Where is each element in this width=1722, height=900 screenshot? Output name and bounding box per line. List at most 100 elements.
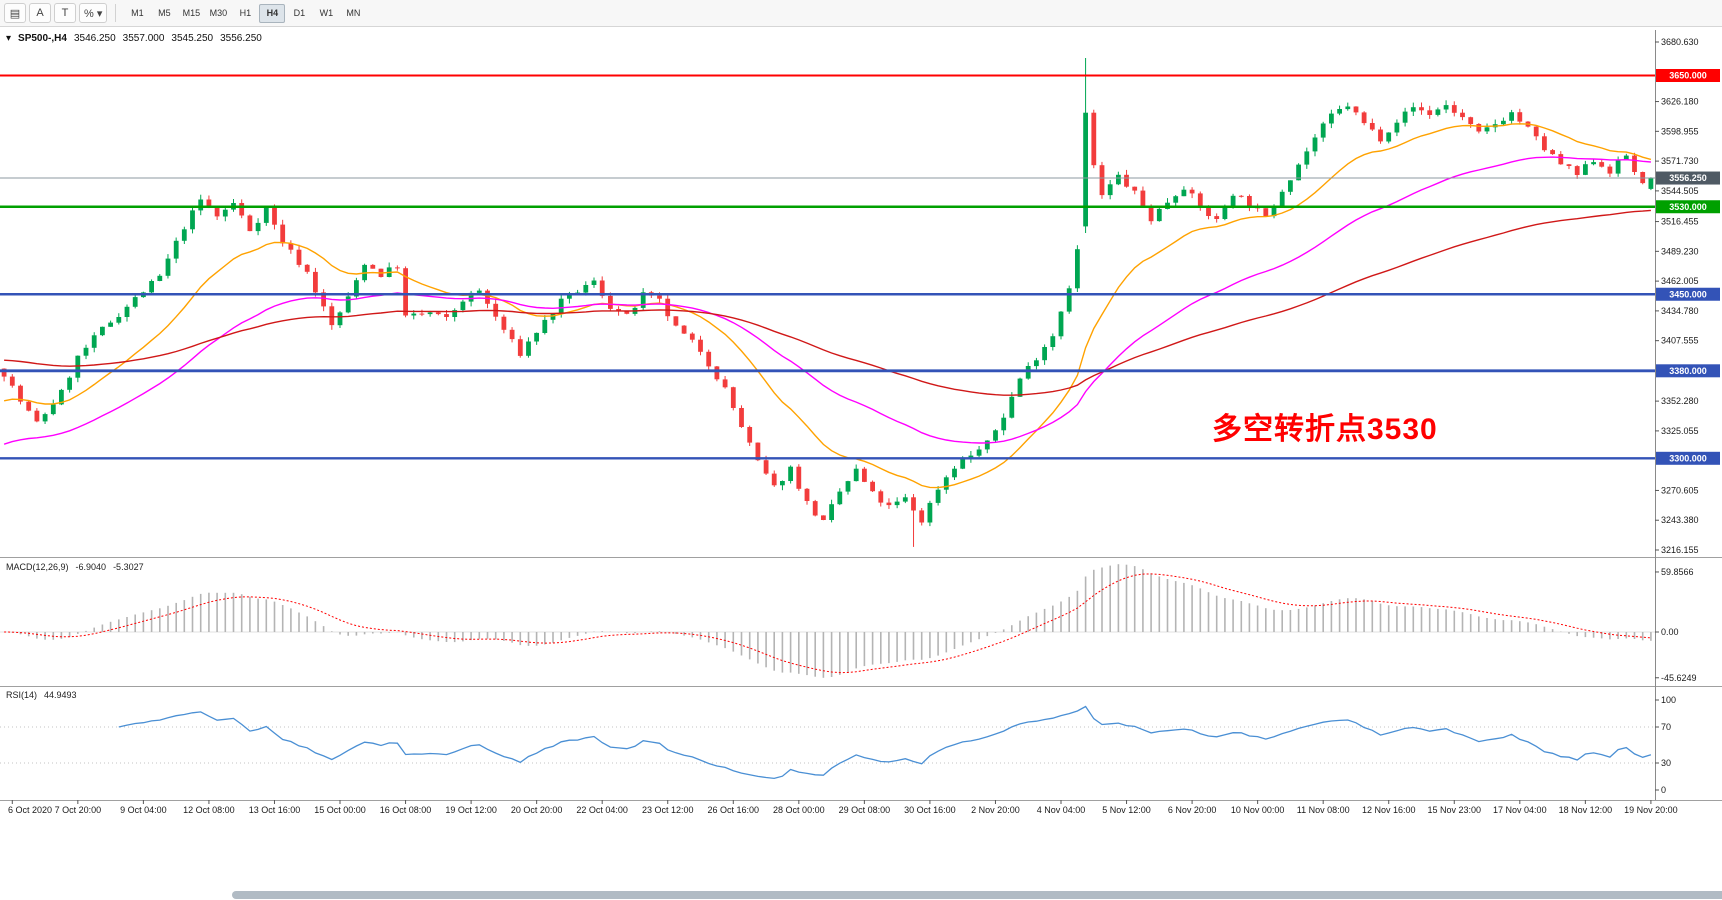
price-tick-label: 3462.005 bbox=[1661, 276, 1699, 286]
toolbar: ▤ A T% ▾ M1 M5 M15 M30 H1 H4 D1 W1 MN bbox=[0, 0, 1722, 27]
time-axis-label: 16 Oct 08:00 bbox=[380, 805, 432, 815]
macd-axis-label: -45.6249 bbox=[1661, 673, 1697, 683]
timeframe-button-h1[interactable]: H1 bbox=[239, 8, 252, 18]
percent-dropdown-button[interactable]: % ▾ bbox=[79, 3, 108, 23]
macd-name: MACD(12,26,9) bbox=[6, 562, 69, 572]
price-tick-label: 3325.055 bbox=[1661, 426, 1699, 436]
svg-text:3300.000: 3300.000 bbox=[1669, 453, 1707, 463]
time-axis-label: 7 Oct 20:00 bbox=[55, 805, 102, 815]
timeframe-button-m1[interactable]: M1 bbox=[131, 8, 144, 18]
price-tag-3380.000 bbox=[1656, 364, 1720, 378]
ma-slow-red bbox=[4, 209, 1651, 396]
price-tick-label: 3598.955 bbox=[1661, 126, 1699, 136]
price-tag-3650.000 bbox=[1656, 69, 1720, 83]
timeframe-group: M1 M5 M15 M30 H1 H4 D1 W1 MN bbox=[124, 3, 366, 23]
time-axis-label: 17 Nov 04:00 bbox=[1493, 805, 1547, 815]
time-axis-label: 10 Nov 00:00 bbox=[1231, 805, 1285, 815]
svg-text:3556.250: 3556.250 bbox=[1669, 173, 1707, 183]
price-tag-3300.000 bbox=[1656, 451, 1720, 465]
chart-list-icon[interactable]: ▤ bbox=[4, 3, 26, 23]
time-axis-label: 2 Nov 20:00 bbox=[971, 805, 1020, 815]
time-axis-label: 6 Oct 2020 bbox=[8, 805, 52, 815]
time-axis-label: 20 Oct 20:00 bbox=[511, 805, 563, 815]
rsi-layer bbox=[0, 705, 1655, 780]
time-axis-label: 19 Oct 12:00 bbox=[445, 805, 497, 815]
time-axis-label: 15 Oct 00:00 bbox=[314, 805, 366, 815]
price-tick-label: 3352.280 bbox=[1661, 396, 1699, 406]
price-axis[interactable] bbox=[1656, 30, 1722, 800]
close-value: 3556.250 bbox=[220, 33, 262, 44]
time-axis[interactable] bbox=[0, 801, 1655, 817]
rsi-value: 44.9493 bbox=[44, 690, 77, 700]
timeframe-button-d1[interactable]: D1 bbox=[293, 8, 306, 18]
time-axis-label: 4 Nov 04:00 bbox=[1037, 805, 1086, 815]
time-axis-label: 15 Nov 23:00 bbox=[1427, 805, 1481, 815]
rsi-axis-label: 100 bbox=[1661, 695, 1676, 705]
macd-layer bbox=[0, 564, 1655, 678]
price-tick-label: 3216.155 bbox=[1661, 545, 1699, 555]
time-axis-label: 12 Oct 08:00 bbox=[183, 805, 235, 815]
chart-canvas[interactable]: 3680.630 3626.180 3598.955 3571.730 3544.505… bbox=[0, 27, 1722, 890]
price-tick-label: 3407.555 bbox=[1661, 336, 1699, 346]
time-axis-label: 9 Oct 04:00 bbox=[120, 805, 167, 815]
macd-signal-value: -5.3027 bbox=[113, 562, 144, 572]
price-tick-label: 3680.630 bbox=[1661, 37, 1699, 47]
macd-axis-label: 59.8566 bbox=[1661, 567, 1694, 577]
annotation-text: 多空转折点3530 bbox=[1212, 413, 1438, 446]
time-axis-label: 11 Nov 08:00 bbox=[1297, 805, 1350, 815]
toolbar-icon-group: ▤ A T% ▾ bbox=[4, 3, 108, 23]
annotate-a-button[interactable]: A bbox=[29, 3, 51, 23]
time-axis-label: 18 Nov 12:00 bbox=[1559, 805, 1613, 815]
rsi-axis-label: 0 bbox=[1661, 785, 1666, 795]
open-value: 3546.250 bbox=[73, 33, 116, 44]
timeframe-button-m30[interactable]: M30 bbox=[209, 8, 228, 18]
timeframe-button-m15[interactable]: M15 bbox=[182, 8, 201, 18]
timeframe-button-m5[interactable]: M5 bbox=[158, 8, 171, 18]
rsi-indicator-label: RSI(14) 44.9493 bbox=[6, 690, 77, 700]
high-value: 3557.000 bbox=[122, 33, 165, 44]
timeframe-button-mn[interactable]: MN bbox=[346, 8, 361, 18]
time-axis-label: 6 Nov 20:00 bbox=[1168, 805, 1217, 815]
rsi-line bbox=[118, 705, 1652, 780]
svg-text:3450.000: 3450.000 bbox=[1669, 289, 1707, 299]
time-axis-label: 28 Oct 00:00 bbox=[773, 805, 825, 815]
macd-indicator-label: MACD(12,26,9) -6.9040 -5.3027 bbox=[6, 562, 144, 572]
time-axis-label: 13 Oct 16:00 bbox=[249, 805, 301, 815]
time-axis-label: 30 Oct 16:00 bbox=[904, 805, 956, 815]
symbol-period-label: SP500-,H4 bbox=[18, 33, 67, 44]
horizontal-scrollbar[interactable] bbox=[232, 891, 1722, 899]
price-tick-label: 3516.455 bbox=[1661, 217, 1699, 227]
svg-text:3650.000: 3650.000 bbox=[1669, 71, 1707, 81]
ma-fast-orange bbox=[3, 123, 1652, 489]
svg-text:3530.000: 3530.000 bbox=[1669, 202, 1707, 212]
current-price-tag bbox=[1656, 171, 1720, 185]
text-t-button[interactable]: T bbox=[54, 3, 76, 23]
toolbar-separator bbox=[115, 4, 117, 22]
macd-signal-line bbox=[4, 573, 1651, 674]
time-axis-label: 19 Nov 20:00 bbox=[1624, 805, 1678, 815]
time-axis-label: 12 Nov 16:00 bbox=[1362, 805, 1416, 815]
candles-layer bbox=[1, 58, 1654, 547]
timeframe-button-w1[interactable]: W1 bbox=[319, 8, 334, 18]
collapse-arrow-icon[interactable]: ▾ bbox=[6, 33, 12, 44]
price-tick-label: 3434.780 bbox=[1661, 306, 1699, 316]
time-axis-label: 26 Oct 16:00 bbox=[708, 805, 760, 815]
price-tick-label: 3571.730 bbox=[1661, 156, 1699, 166]
ohlc-header: ▾ SP500-,H4 3546.250 3557.000 3545.250 3… bbox=[6, 33, 262, 44]
time-axis-label: 29 Oct 08:00 bbox=[839, 805, 891, 815]
price-tag-3530.000 bbox=[1656, 200, 1720, 214]
ma-mid-magenta bbox=[3, 156, 1651, 445]
low-value: 3545.250 bbox=[171, 33, 214, 44]
price-tag-3450.000 bbox=[1656, 287, 1720, 301]
price-tick-label: 3626.180 bbox=[1661, 97, 1699, 107]
rsi-name: RSI(14) bbox=[6, 690, 38, 700]
price-tick-label: 3544.505 bbox=[1661, 186, 1699, 196]
svg-text:3380.000: 3380.000 bbox=[1669, 366, 1707, 376]
price-tick-label: 3489.230 bbox=[1661, 246, 1699, 256]
price-tick-label: 3243.380 bbox=[1661, 515, 1699, 525]
time-axis-label: 22 Oct 04:00 bbox=[576, 805, 628, 815]
rsi-axis-label: 70 bbox=[1661, 722, 1671, 732]
timeframe-button-h4[interactable]: H4 bbox=[259, 3, 286, 23]
macd-main-value: -6.9040 bbox=[75, 562, 107, 572]
